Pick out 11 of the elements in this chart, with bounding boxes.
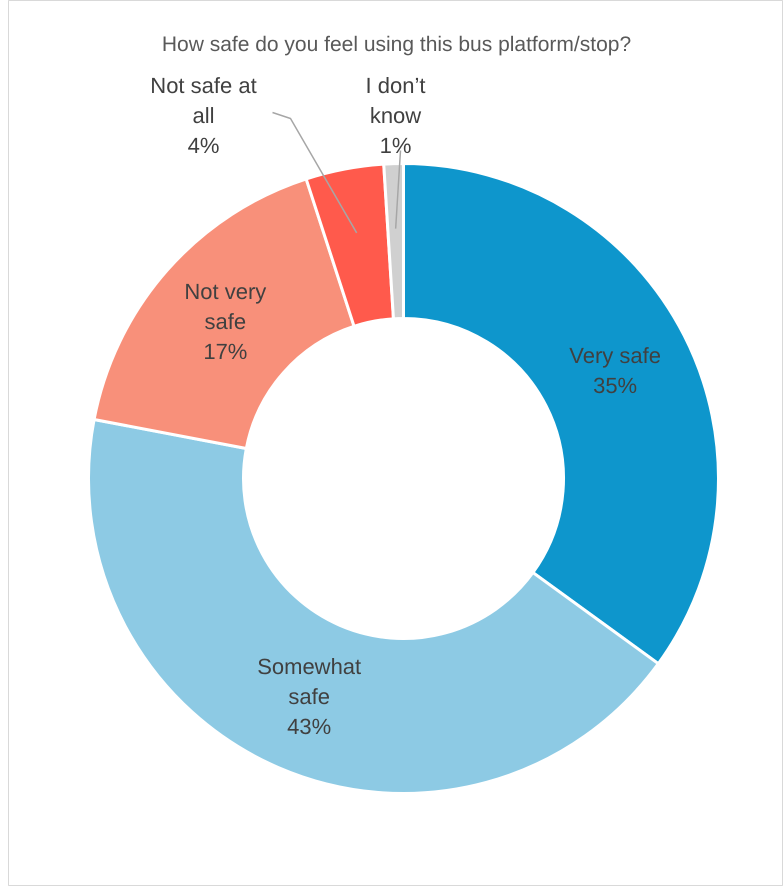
- slice-label: Not safe at all: [150, 73, 257, 128]
- slice-label: Not very safe: [184, 278, 266, 334]
- data-label: 43%: [287, 714, 332, 739]
- data-label: 35%: [593, 373, 638, 398]
- data-label: 4%: [188, 133, 220, 158]
- slice-label: Somewhat safe: [257, 654, 362, 709]
- slice-label: Very safe: [569, 343, 661, 368]
- data-label: 17%: [203, 338, 248, 364]
- data-label: 1%: [380, 133, 412, 158]
- slice-label: I don’t know: [366, 73, 426, 128]
- chart-title: How safe do you feel using this bus platform/stop?: [162, 33, 632, 56]
